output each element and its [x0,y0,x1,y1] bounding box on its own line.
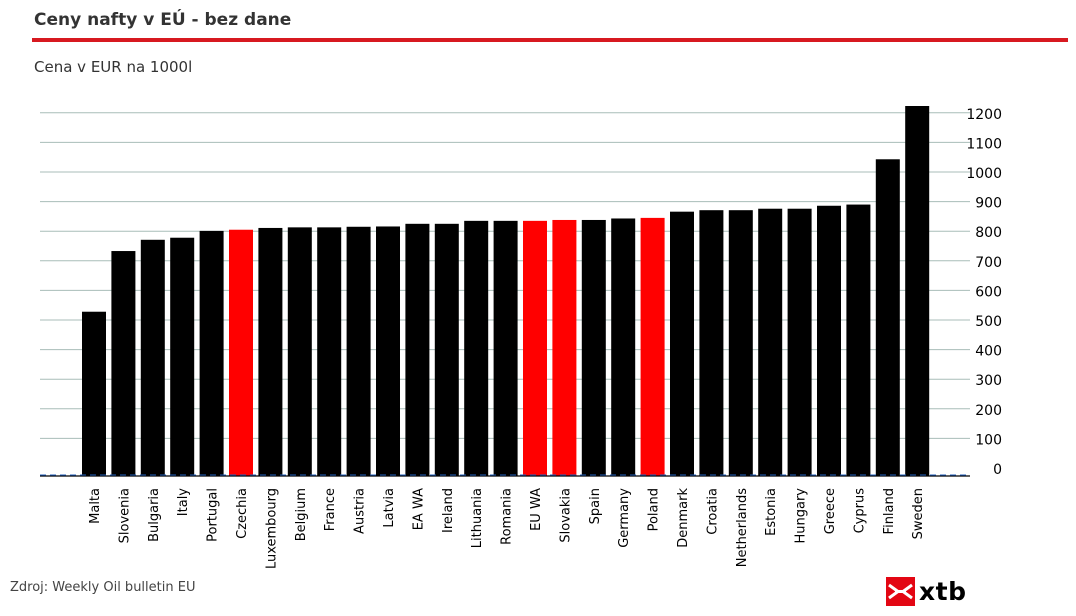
bar-cyprus [846,204,871,476]
bar-romania [493,220,518,476]
chart-title: Ceny nafty v EÚ - bez dane [34,10,292,30]
bar-germany [611,218,636,477]
x-tick-label: Slovakia [558,488,573,543]
bar-slovenia [111,251,136,476]
bar-poland [640,217,665,476]
bar-estonia [758,208,783,476]
title-divider [32,38,1068,42]
x-axis-baseline [40,474,970,477]
y-tick-label: 700 [975,255,1002,271]
x-tick-label: Latvia [382,488,397,528]
x-axis-tick-labels: Malta Slovenia Bulgaria Italy Portugal Czechi… [88,488,926,569]
x-tick-label: Ireland [441,488,456,533]
y-tick-label: 900 [975,196,1002,212]
x-tick-label: Cyprus [852,488,867,534]
x-tick-label: Sweden [911,488,926,539]
bar-malta [82,311,106,476]
bar-bulgaria [140,239,165,476]
x-tick-label: Slovenia [117,488,132,543]
x-tick-label: Greece [823,488,838,534]
x-tick-label: Netherlands [735,488,750,567]
x-tick-label: Malta [88,488,103,524]
x-tick-label: Luxembourg [264,488,279,569]
x-tick-label: Finland [882,488,897,534]
bar-czechia [229,229,253,476]
xtb-logo: xtb [886,577,966,606]
x-tick-label: Croatia [705,488,720,535]
y-tick-label: 500 [975,314,1002,330]
bar-ea-wa [405,223,430,476]
x-tick-label: Czechia [235,488,250,539]
x-tick-label: EA WA [411,488,426,530]
x-tick-label: France [323,488,338,531]
xtb-logo-icon [886,577,915,606]
y-tick-label: 400 [975,344,1002,360]
bar-croatia [699,210,724,476]
x-tick-label: Germany [617,488,632,548]
bar-italy [170,237,195,476]
bar-slovakia [552,219,577,476]
x-tick-label: Poland [647,488,662,531]
bar-portugal [199,230,224,476]
bar-luxembourg [258,227,283,476]
bars [82,106,930,477]
logo-wordmark: xtb [919,577,967,606]
bar-france [317,227,342,476]
x-tick-label: Estonia [764,488,779,536]
y-tick-label: 200 [975,403,1002,419]
x-tick-label: Lithuania [470,488,485,548]
x-tick-label: Portugal [206,488,221,542]
x-tick-label: EU WA [529,488,544,531]
y-tick-label: 800 [975,225,1002,241]
bar-ireland [434,223,459,476]
x-tick-label: Hungary [794,488,809,544]
bar-eu-wa [523,220,547,476]
chart-subtitle: Cena v EUR na 1000l [34,58,193,76]
y-tick-label: 100 [975,432,1002,448]
y-tick-label: 300 [975,373,1002,389]
bar-lithuania [464,220,489,476]
x-tick-label: Italy [176,488,191,517]
bar-greece [817,205,841,476]
x-tick-label: Spain [588,488,603,524]
bar-denmark [670,211,694,476]
y-tick-label: 1100 [966,136,1002,152]
bar-austria [346,226,371,476]
bar-hungary [787,208,812,476]
bar-belgium [287,227,312,476]
x-tick-label: Denmark [676,488,691,548]
y-tick-label: 0 [993,462,1002,478]
x-tick-label: Belgium [294,488,309,541]
y-tick-label: 1000 [966,166,1002,182]
y-tick-label: 600 [975,284,1002,300]
bar-netherlands [728,210,753,476]
y-axis-tick-labels: 0 100 200 300 400 500 600 700 800 900 1000 1100 1200 [966,107,1002,478]
bar-sweden [905,106,930,476]
x-tick-label: Bulgaria [147,488,162,542]
bar-spain [581,219,606,476]
x-tick-label: Austria [353,488,368,534]
bar-latvia [376,226,400,476]
source-note: Zdroj: Weekly Oil bulletin EU [10,580,196,595]
bar-finland [875,159,900,476]
y-tick-label: 1200 [966,107,1002,123]
x-tick-label: Romania [500,488,515,545]
